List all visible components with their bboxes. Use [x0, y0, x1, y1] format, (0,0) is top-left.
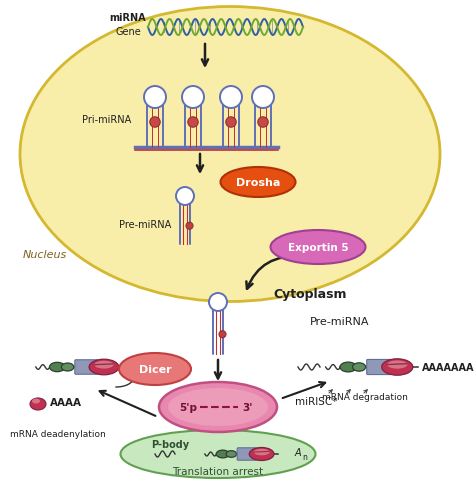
Text: AAAA: AAAA: [50, 397, 82, 407]
Text: 3': 3': [243, 402, 253, 412]
Ellipse shape: [30, 398, 46, 410]
Ellipse shape: [387, 360, 407, 369]
Ellipse shape: [20, 8, 440, 302]
Ellipse shape: [119, 353, 191, 385]
Circle shape: [252, 87, 274, 109]
Ellipse shape: [340, 362, 356, 372]
Text: Drosha: Drosha: [236, 178, 280, 188]
Ellipse shape: [32, 399, 40, 404]
Circle shape: [176, 188, 194, 205]
Circle shape: [182, 87, 204, 109]
FancyBboxPatch shape: [237, 448, 257, 460]
Ellipse shape: [271, 230, 365, 264]
Circle shape: [188, 118, 198, 128]
FancyBboxPatch shape: [367, 360, 392, 375]
Circle shape: [209, 293, 227, 312]
Circle shape: [219, 331, 226, 338]
Ellipse shape: [249, 447, 274, 460]
Ellipse shape: [382, 359, 413, 375]
Ellipse shape: [49, 362, 65, 372]
Text: A: A: [295, 447, 301, 457]
Text: Pre-miRNA: Pre-miRNA: [310, 316, 370, 326]
Text: Pre-miRNA: Pre-miRNA: [119, 219, 171, 229]
Text: Pri-miRNA: Pri-miRNA: [82, 115, 132, 125]
Text: Gene: Gene: [115, 27, 141, 37]
Circle shape: [258, 118, 268, 128]
Text: Cytoplasm: Cytoplasm: [273, 288, 347, 301]
Ellipse shape: [353, 363, 365, 372]
Text: miRNA: miRNA: [109, 13, 146, 23]
Text: 5'p: 5'p: [179, 402, 197, 412]
Text: Exportin 5: Exportin 5: [288, 242, 348, 252]
Text: n: n: [302, 453, 308, 462]
Text: Dicer: Dicer: [139, 364, 171, 374]
Circle shape: [150, 118, 160, 128]
Text: miRISC*: miRISC*: [295, 396, 337, 406]
Ellipse shape: [254, 449, 270, 456]
Circle shape: [186, 223, 193, 230]
Ellipse shape: [220, 168, 295, 198]
Circle shape: [226, 118, 236, 128]
Text: Nucleus: Nucleus: [23, 250, 67, 260]
Text: mRNA degradation: mRNA degradation: [322, 393, 408, 402]
Ellipse shape: [62, 363, 74, 371]
Text: mRNA deadenylation: mRNA deadenylation: [10, 430, 106, 439]
Circle shape: [220, 87, 242, 109]
Ellipse shape: [159, 382, 277, 432]
Ellipse shape: [216, 450, 229, 458]
Text: P-body: P-body: [151, 439, 189, 449]
Ellipse shape: [94, 361, 114, 369]
Ellipse shape: [89, 360, 119, 375]
Text: AAAAAAA: AAAAAAA: [422, 362, 474, 372]
Ellipse shape: [226, 451, 237, 457]
Ellipse shape: [120, 430, 316, 478]
Ellipse shape: [168, 388, 268, 426]
Circle shape: [144, 87, 166, 109]
Text: Translation arrest: Translation arrest: [173, 466, 264, 476]
FancyBboxPatch shape: [75, 360, 99, 374]
